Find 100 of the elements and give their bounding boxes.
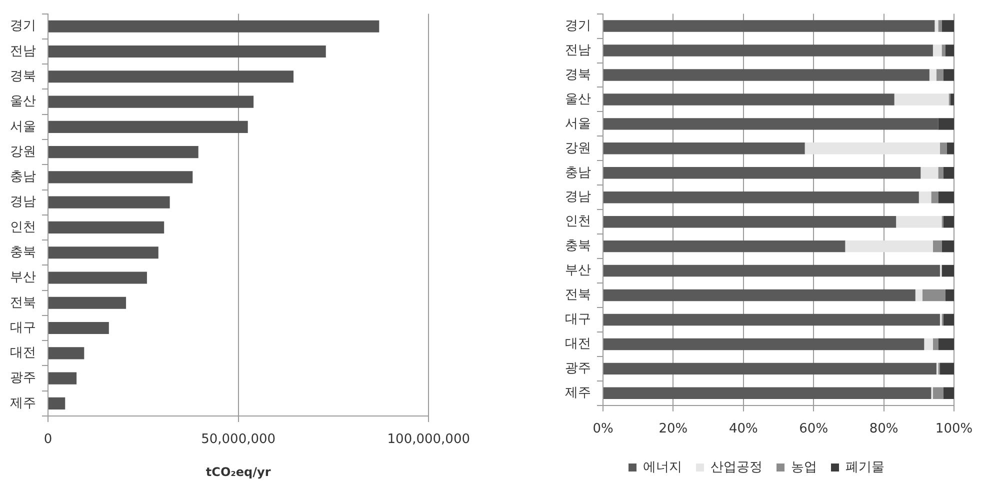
y-tick-label: 경북	[10, 69, 36, 84]
y-tick-label: 충남	[10, 170, 36, 185]
bar	[936, 69, 944, 81]
bar	[604, 69, 930, 81]
bar	[943, 69, 954, 81]
bar	[922, 289, 946, 302]
y-tick-label: 서울	[565, 116, 591, 132]
bar	[604, 94, 894, 106]
y-tick-label: 강원	[10, 144, 36, 160]
bar	[604, 362, 936, 375]
y-tick-label: 충북	[10, 244, 36, 260]
bar	[48, 96, 254, 108]
y-tick-label: 경남	[10, 194, 36, 210]
bar	[946, 142, 954, 154]
x-tick-label: 0%	[592, 422, 614, 437]
y-tick-label: 대전	[10, 346, 36, 361]
bar	[48, 347, 84, 360]
y-tick-label: 대전	[565, 336, 591, 352]
bar	[48, 372, 77, 384]
y-tick-label: 전남	[10, 44, 36, 59]
bar	[604, 167, 921, 179]
bar	[604, 142, 805, 154]
bar	[918, 191, 932, 204]
bar	[943, 167, 954, 179]
x-tick-label: 50,000,000	[201, 432, 276, 448]
x-tick-label: 80%	[869, 422, 898, 437]
y-tick-label: 부산	[565, 263, 591, 278]
bar	[932, 44, 942, 56]
bar	[940, 362, 954, 375]
bar	[48, 272, 147, 284]
bar	[604, 44, 933, 56]
y-tick-label: 전남	[565, 42, 591, 58]
bar	[48, 221, 164, 234]
bar	[945, 289, 954, 302]
y-tick-label: 충북	[565, 238, 591, 254]
bar	[604, 289, 916, 302]
bar	[48, 171, 193, 184]
bar	[604, 314, 940, 326]
bar	[48, 20, 380, 32]
y-tick-label: 울산	[10, 94, 36, 110]
bar	[920, 167, 938, 179]
bar	[604, 191, 919, 204]
bar	[896, 216, 942, 228]
bar	[48, 120, 248, 133]
bar	[945, 44, 954, 56]
bar	[48, 296, 126, 309]
x-axis-title: tCO₂eq/yr	[206, 464, 271, 479]
legend-label: 에너지	[643, 460, 682, 475]
bar	[48, 196, 170, 208]
bar	[48, 322, 109, 334]
x-tick-label: 0	[44, 432, 52, 448]
bar	[845, 240, 933, 252]
y-tick-label: 경북	[565, 67, 591, 82]
y-tick-label: 울산	[565, 92, 591, 107]
x-tick-label: 100%	[935, 422, 973, 437]
bar	[915, 289, 922, 302]
bar	[48, 146, 198, 158]
bar	[48, 70, 294, 83]
bar	[932, 338, 938, 350]
bar	[804, 142, 940, 154]
bar	[604, 387, 932, 400]
legend-label: 산업공정	[710, 460, 762, 475]
y-tick-label: 부산	[10, 270, 36, 286]
bar	[48, 397, 66, 410]
bar	[934, 20, 938, 32]
y-tick-label: 광주	[10, 370, 36, 386]
x-tick-label: 100,000,000	[387, 432, 470, 448]
bar	[940, 142, 947, 154]
bar	[931, 191, 938, 204]
bar	[604, 118, 938, 130]
bar	[924, 338, 933, 350]
bar	[932, 387, 944, 400]
y-tick-label: 경남	[565, 190, 591, 205]
bar	[932, 240, 942, 252]
y-tick-label: 강원	[565, 140, 591, 156]
y-tick-label: 대구	[10, 320, 36, 336]
bar	[604, 20, 935, 32]
y-tick-label: 경기	[565, 18, 591, 34]
y-tick-label: 전북	[10, 295, 36, 310]
bar	[938, 338, 954, 350]
y-tick-label: 제주	[10, 396, 36, 411]
bar	[942, 20, 954, 32]
y-tick-label: 경기	[10, 18, 36, 34]
y-tick-label: 인천	[565, 214, 591, 230]
bar	[894, 94, 949, 106]
bar	[938, 20, 942, 32]
x-tick-label: 20%	[658, 422, 688, 437]
bar	[604, 264, 940, 277]
x-tick-label: 60%	[799, 422, 828, 437]
y-tick-label: 제주	[565, 386, 591, 401]
bar	[929, 69, 936, 81]
y-tick-label: 서울	[10, 119, 36, 134]
y-tick-label: 광주	[565, 361, 591, 376]
y-tick-label: 인천	[10, 220, 36, 235]
bar	[604, 216, 896, 228]
bar	[938, 191, 954, 204]
bar	[942, 44, 946, 56]
bar	[48, 246, 158, 259]
bar	[942, 240, 954, 252]
y-tick-label: 전북	[565, 288, 591, 303]
